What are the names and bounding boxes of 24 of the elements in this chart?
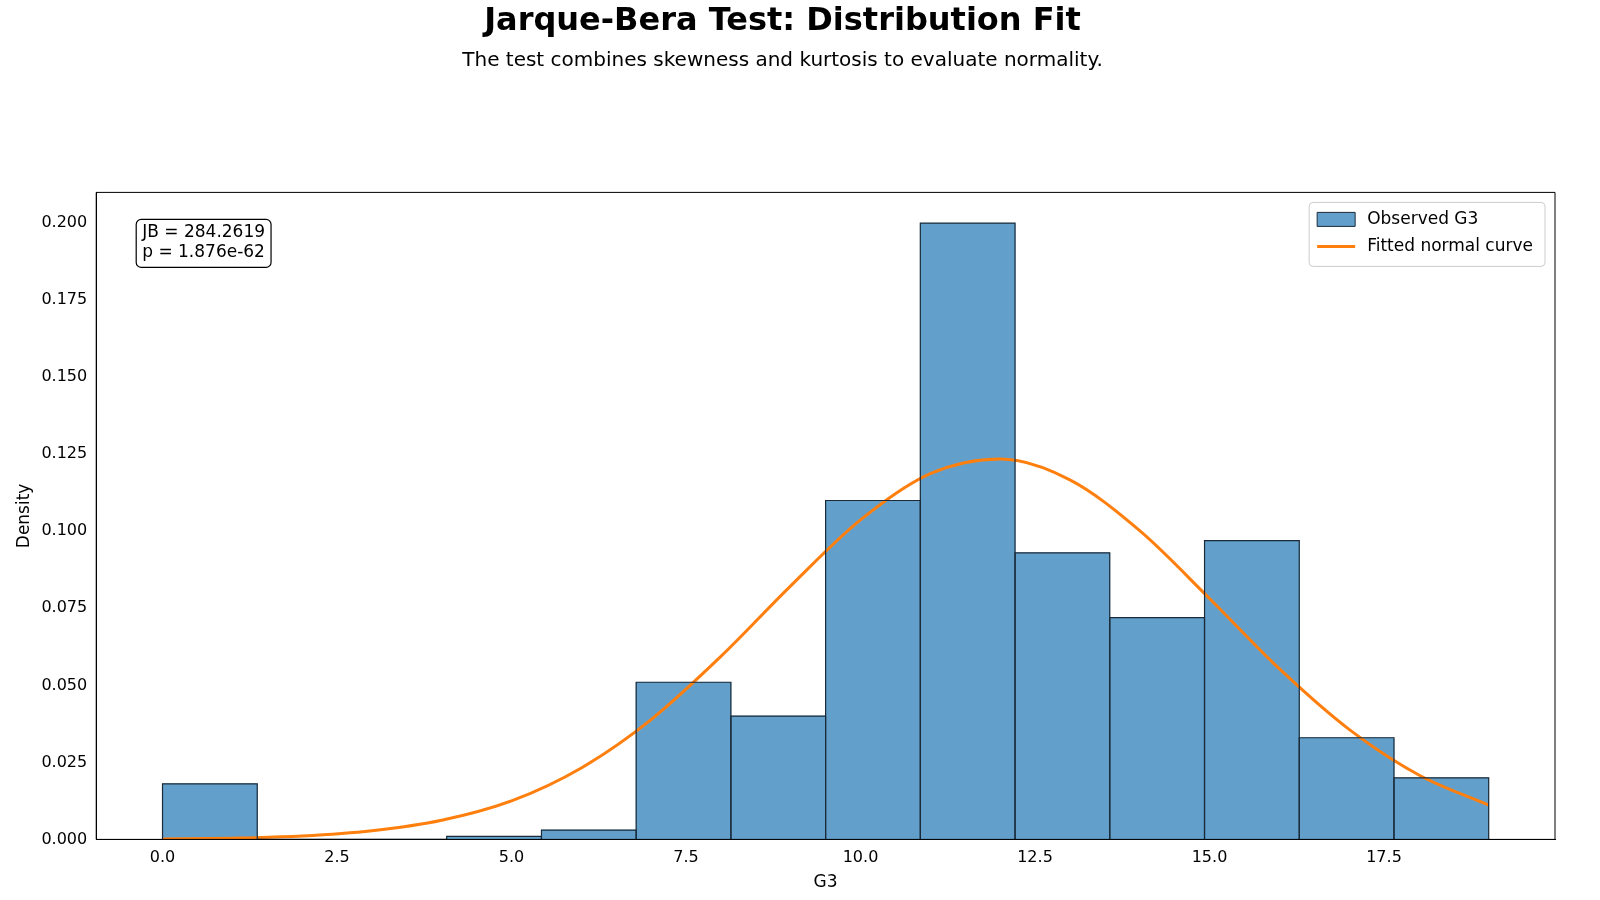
y-tick-label: 0.050 (41, 674, 88, 694)
legend-label: Observed G3 (1367, 207, 1479, 228)
x-tick-label: 0.0 (149, 847, 176, 867)
y-tick-label: 0.100 (41, 520, 88, 540)
x-tick-label: 7.5 (673, 847, 699, 867)
chart-subtitle: The test combines skewness and kurtosis to evaluate normality. (461, 46, 1103, 71)
legend-label: Fitted normal curve (1367, 234, 1534, 255)
x-tick-label: 5.0 (498, 847, 525, 867)
y-tick-label: 0.000 (41, 828, 88, 848)
y-axis-title: Density (12, 483, 33, 549)
x-axis-title: G3 (813, 871, 838, 892)
y-tick-label: 0.075 (41, 597, 88, 617)
x-tick-label: 15.0 (1191, 847, 1228, 867)
x-tick-label: 17.5 (1366, 847, 1402, 867)
y-tick-label: 0.200 (41, 212, 88, 232)
x-tick-label: 12.5 (1017, 847, 1053, 867)
y-tick-label: 0.125 (41, 443, 88, 463)
y-tick-label: 0.150 (41, 366, 88, 386)
x-tick-label: 2.5 (324, 847, 350, 867)
annotation: JB = 284.2619 p = 1.876e-62 (141, 221, 266, 262)
chart-title: Jarque-Bera Test: Distribution Fit (482, 0, 1081, 38)
y-tick-label: 0.175 (41, 289, 88, 309)
y-tick-label: 0.025 (41, 751, 88, 771)
x-tick-label: 10.0 (842, 847, 879, 867)
